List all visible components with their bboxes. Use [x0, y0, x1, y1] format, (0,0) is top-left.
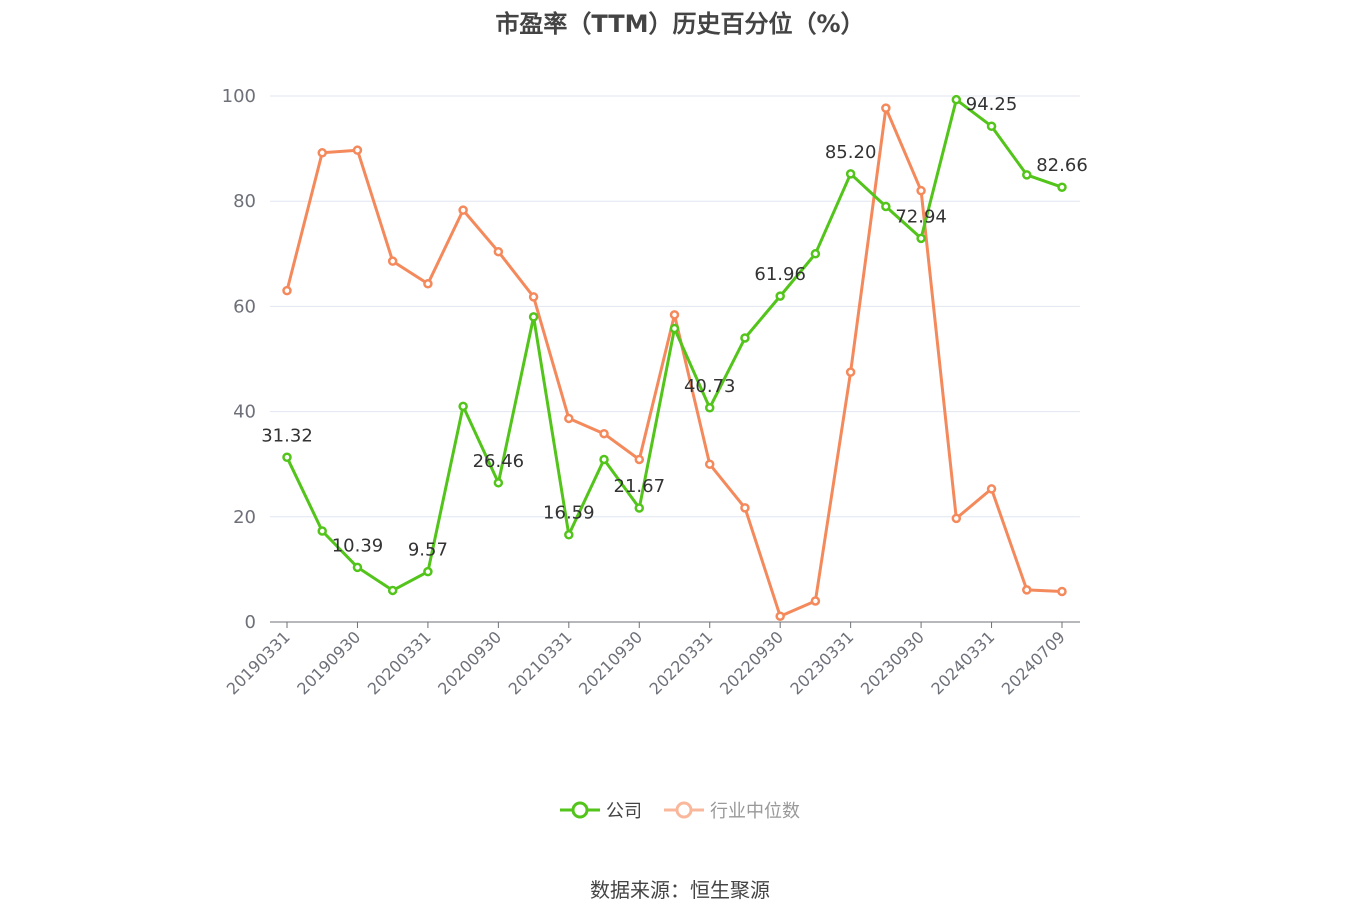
legend-item-company[interactable]: 公司 — [560, 797, 642, 823]
data-source: 数据来源：恒生聚源 — [590, 878, 770, 902]
data-label: 16.59 — [543, 503, 595, 524]
data-point-0 — [387, 585, 398, 596]
legend-swatch-company-icon — [560, 801, 600, 819]
data-label: 10.39 — [332, 535, 384, 556]
data-point-1 — [740, 503, 750, 513]
data-point-0 — [951, 94, 962, 105]
data-point-0 — [740, 333, 750, 343]
data-point-1 — [564, 413, 574, 424]
legend-item-industry-median[interactable]: 行业中位数 — [664, 797, 800, 823]
chart-legend: 公司 行业中位数 — [0, 797, 1360, 823]
x-tick-label: 20200331 — [364, 627, 435, 698]
x-tick-label: 20190930 — [293, 627, 364, 698]
x-tick-label: 20240331 — [927, 627, 998, 698]
data-label: 26.46 — [473, 451, 525, 472]
data-point-1 — [916, 185, 926, 196]
data-point-0 — [1057, 182, 1067, 192]
data-point-0 — [881, 201, 891, 212]
legend-swatch-industry-icon — [664, 801, 704, 819]
data-point-0 — [704, 403, 715, 413]
data-label: 94.25 — [966, 94, 1018, 115]
legend-label-industry-median: 行业中位数 — [710, 801, 800, 822]
data-point-0 — [564, 529, 574, 540]
x-tick-label: 20220930 — [716, 627, 787, 698]
x-tick-label: 20230331 — [786, 627, 857, 698]
data-point-0 — [986, 121, 997, 131]
chart-title: 市盈率（TTM）历史百分位（%） — [495, 10, 865, 38]
data-point-0 — [634, 503, 645, 513]
data-point-0 — [528, 312, 539, 322]
data-point-1 — [634, 454, 645, 465]
legend-label-company: 公司 — [606, 801, 642, 822]
data-point-1 — [1057, 586, 1067, 597]
data-point-1 — [775, 611, 785, 621]
x-tick-label: 20210930 — [575, 627, 646, 698]
data-point-1 — [704, 459, 715, 469]
data-point-0 — [916, 233, 926, 244]
data-point-0 — [423, 566, 433, 577]
data-point-0 — [775, 291, 785, 301]
data-point-0 — [352, 562, 363, 573]
data-label: 61.96 — [754, 264, 806, 285]
data-point-1 — [951, 513, 962, 524]
data-label: 82.66 — [1036, 155, 1088, 176]
data-point-1 — [493, 246, 504, 257]
data-label: 40.73 — [684, 376, 736, 397]
data-point-1 — [1022, 585, 1032, 595]
data-point-0 — [845, 169, 856, 179]
data-label: 85.20 — [825, 142, 877, 163]
data-point-1 — [845, 367, 856, 377]
data-label: 9.57 — [408, 540, 448, 561]
data-point-0 — [493, 478, 504, 488]
data-point-0 — [317, 526, 327, 536]
y-tick-label: 40 — [233, 402, 256, 423]
x-tick-label: 20190331 — [223, 627, 294, 698]
data-point-0 — [810, 249, 821, 259]
data-point-1 — [599, 428, 609, 439]
x-tick-label: 20210331 — [505, 627, 576, 698]
data-point-1 — [986, 484, 997, 494]
series-line-1 — [285, 106, 1063, 618]
data-point-0 — [669, 323, 680, 334]
data-point-1 — [282, 285, 292, 296]
data-point-1 — [810, 596, 821, 606]
data-point-1 — [352, 145, 363, 155]
data-label: 72.94 — [895, 206, 947, 227]
data-point-0 — [282, 452, 292, 463]
data-point-1 — [458, 205, 468, 215]
y-tick-label: 20 — [233, 507, 256, 528]
x-tick-label: 20200930 — [434, 627, 505, 698]
data-point-1 — [423, 279, 433, 289]
data-point-1 — [881, 103, 891, 113]
data-point-1 — [387, 256, 398, 266]
data-label: 21.67 — [614, 476, 666, 497]
data-point-1 — [317, 148, 327, 158]
data-point-1 — [669, 310, 680, 320]
data-label: 31.32 — [261, 425, 313, 446]
x-tick-label: 20240709 — [998, 627, 1069, 698]
y-tick-label: 60 — [233, 296, 256, 317]
data-point-0 — [458, 401, 468, 412]
y-tick-label: 0 — [245, 612, 256, 633]
x-tick-label: 20230930 — [857, 627, 928, 698]
data-point-0 — [599, 454, 609, 465]
y-tick-label: 100 — [222, 86, 256, 107]
x-tick-label: 20220331 — [646, 627, 717, 698]
data-point-1 — [528, 292, 539, 302]
y-tick-label: 80 — [233, 191, 256, 212]
data-point-0 — [1022, 170, 1032, 180]
